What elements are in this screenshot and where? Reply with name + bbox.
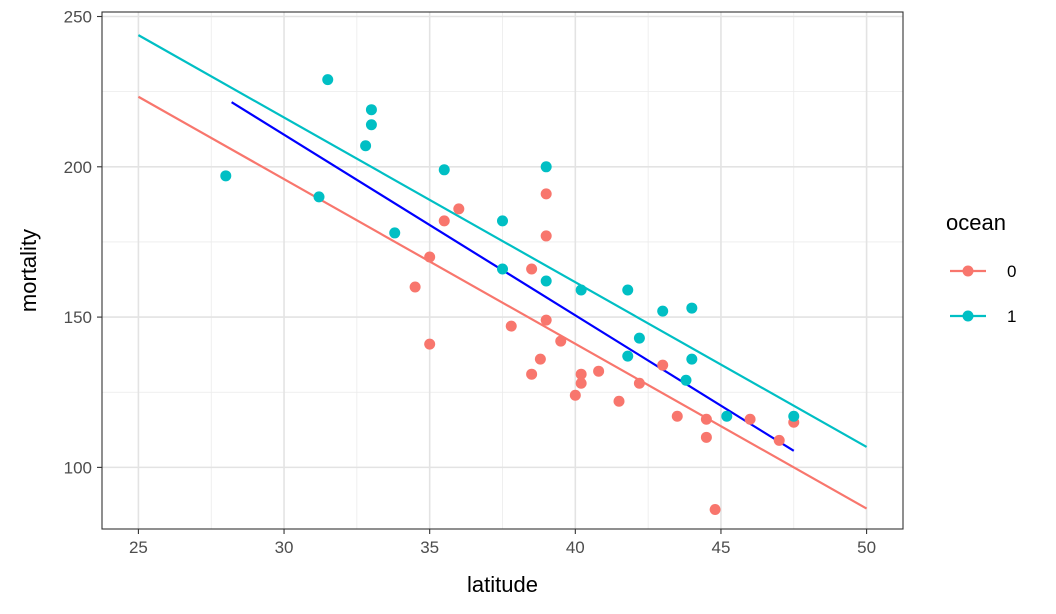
point-ocean-1: [497, 215, 508, 227]
point-ocean-1: [575, 284, 587, 296]
point-ocean-0: [700, 431, 712, 443]
point-ocean-0: [424, 251, 436, 263]
x-axis-ticks: 25 30 35 40 45 50: [129, 529, 876, 557]
x-tick-label: 35: [420, 538, 439, 557]
point-ocean-0: [575, 377, 587, 389]
point-ocean-0: [613, 395, 625, 407]
x-tick-label: 50: [857, 538, 876, 557]
point-ocean-0: [424, 338, 436, 350]
fit-line-2: [231, 101, 795, 452]
y-axis-ticks: 100 150 200 250: [64, 8, 102, 477]
point-ocean-1: [438, 164, 450, 176]
point-ocean-1: [322, 74, 334, 86]
point-ocean-0: [540, 188, 552, 200]
point-ocean-0: [575, 368, 587, 380]
major-grid: [102, 12, 903, 529]
point-ocean-1: [360, 140, 372, 152]
point-ocean-1: [540, 275, 552, 287]
point-ocean-0: [526, 368, 538, 380]
point-ocean-1: [365, 119, 377, 131]
point-ocean-1: [686, 353, 698, 365]
point-ocean-0: [505, 320, 517, 332]
point-ocean-0: [453, 203, 465, 215]
point-ocean-0: [534, 353, 546, 365]
legend-label: 1: [1007, 307, 1016, 326]
point-ocean-0: [438, 215, 450, 227]
point-ocean-1: [622, 350, 634, 362]
point-ocean-0: [593, 365, 605, 377]
x-axis-title: latitude: [467, 572, 538, 597]
legend-label: 0: [1007, 262, 1016, 281]
legend-title: ocean: [946, 210, 1006, 235]
regression-lines: [137, 34, 868, 510]
point-ocean-1: [633, 332, 645, 344]
legend-key-point: [962, 310, 974, 322]
x-tick-label: 30: [275, 538, 294, 557]
point-ocean-0: [540, 230, 552, 242]
point-ocean-1: [686, 302, 698, 314]
data-points: [220, 74, 800, 515]
point-ocean-0: [540, 314, 552, 326]
y-tick-label: 150: [64, 308, 92, 327]
legend-key-point: [962, 265, 974, 277]
panel-border: [101, 11, 904, 530]
fit-line-1: [137, 34, 868, 448]
point-ocean-1: [365, 104, 377, 116]
point-ocean-0: [569, 389, 581, 401]
fit-line-0: [137, 95, 868, 510]
point-ocean-1: [540, 161, 552, 173]
x-tick-label: 40: [566, 538, 585, 557]
point-ocean-0: [555, 335, 567, 347]
point-ocean-1: [313, 191, 325, 203]
x-tick-label: 45: [711, 538, 730, 557]
point-ocean-1: [721, 410, 733, 422]
point-ocean-0: [633, 377, 645, 389]
point-ocean-0: [700, 413, 712, 425]
x-tick-label: 25: [129, 538, 148, 557]
y-axis-title: mortality: [16, 229, 41, 312]
point-ocean-1: [788, 410, 800, 422]
legend: ocean 0 1: [946, 210, 1016, 326]
point-ocean-0: [709, 503, 721, 515]
point-ocean-0: [773, 434, 785, 446]
point-ocean-0: [657, 359, 669, 371]
y-tick-label: 250: [64, 8, 92, 27]
point-ocean-1: [389, 227, 401, 239]
point-ocean-0: [671, 410, 683, 422]
y-tick-label: 200: [64, 158, 92, 177]
point-ocean-1: [220, 170, 232, 182]
point-ocean-1: [622, 284, 634, 296]
point-ocean-0: [409, 281, 421, 293]
y-tick-label: 100: [64, 458, 92, 477]
point-ocean-0: [526, 263, 538, 275]
point-ocean-1: [680, 374, 692, 386]
point-ocean-1: [497, 263, 508, 275]
point-ocean-0: [744, 413, 756, 425]
point-ocean-1: [657, 305, 669, 317]
